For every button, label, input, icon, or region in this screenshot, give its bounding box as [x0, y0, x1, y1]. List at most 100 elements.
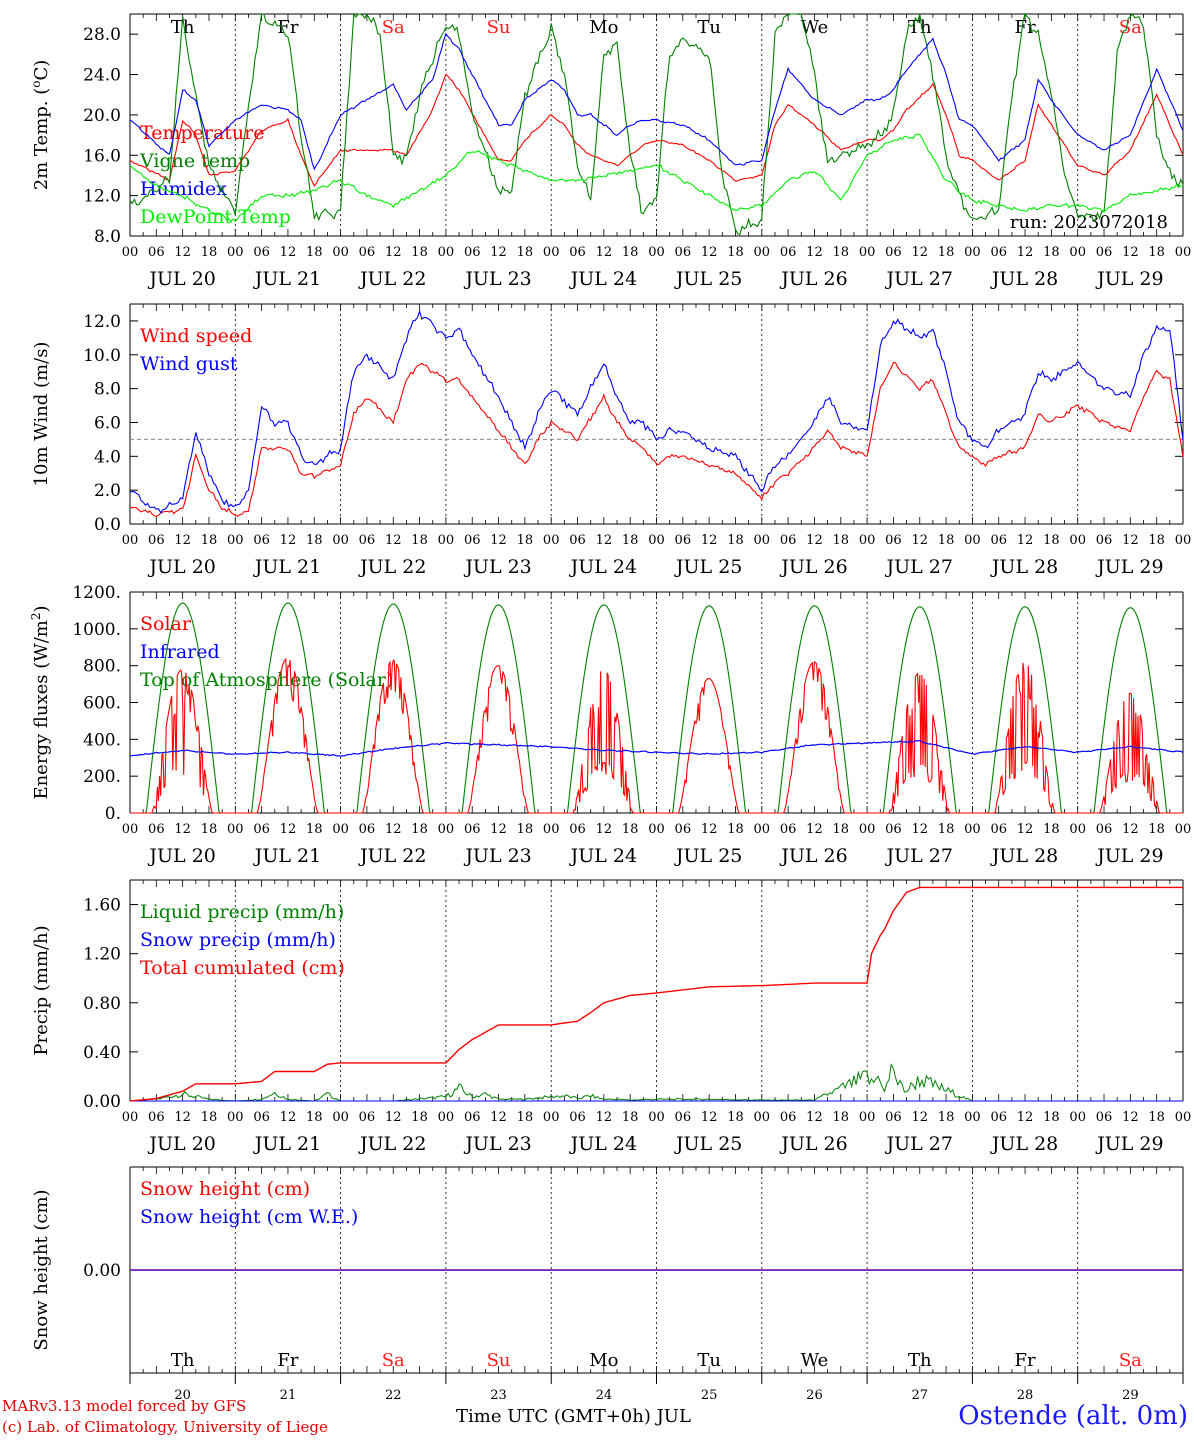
hour-tick-label: 00 [438, 1110, 455, 1125]
hour-tick-label: 00 [438, 533, 455, 548]
legend-entry: Infrared [140, 641, 220, 663]
hour-tick-label: 06 [464, 822, 481, 837]
hour-tick-label: 06 [990, 245, 1007, 260]
hour-tick-label: 06 [253, 245, 270, 260]
day-number-label: 29 [1122, 1388, 1139, 1403]
hour-tick-label: 00 [859, 533, 876, 548]
date-label: JUL 23 [463, 268, 531, 290]
date-label: JUL 23 [463, 556, 531, 578]
hour-tick-label: 12 [490, 533, 507, 548]
day-number-label: 22 [385, 1388, 402, 1403]
hour-tick-label: 12 [174, 533, 191, 548]
date-label: JUL 29 [1095, 556, 1163, 578]
hour-tick-label: 18 [727, 533, 744, 548]
weekday-label-top: Sa [1119, 17, 1142, 38]
date-label: JUL 21 [253, 556, 321, 578]
hour-tick-label: 06 [148, 822, 165, 837]
hour-tick-label: 12 [806, 245, 823, 260]
y-tick-label: 4.0 [94, 447, 121, 467]
weekday-label-top: Fr [277, 17, 298, 38]
hour-tick-label: 00 [859, 1110, 876, 1125]
date-label: JUL 28 [990, 268, 1058, 290]
hour-tick-label: 18 [622, 533, 639, 548]
hour-tick-label: 18 [938, 533, 955, 548]
hour-tick-label: 06 [885, 1110, 902, 1125]
hour-tick-label: 18 [1148, 245, 1165, 260]
day-number-label: 21 [280, 1388, 297, 1403]
y-tick-label: 16.0 [83, 146, 121, 166]
legend-entry: Snow precip (mm/h) [140, 929, 336, 951]
date-label: JUL 26 [779, 556, 847, 578]
hour-tick-label: 12 [806, 1110, 823, 1125]
wind-series-2 [129, 309, 1184, 514]
legend-entry: Snow height (cm) [140, 1178, 310, 1200]
hour-tick-label: 18 [938, 822, 955, 837]
hour-tick-label: 12 [1017, 533, 1034, 548]
hour-tick-label: 06 [780, 1110, 797, 1125]
hour-tick-label: 12 [596, 245, 613, 260]
legend-entry: Wind gust [140, 353, 238, 375]
hour-tick-label: 12 [596, 822, 613, 837]
time-axis-title: Time UTC (GMT+0h) JUL [456, 1406, 691, 1427]
hour-tick-label: 12 [1122, 822, 1139, 837]
hour-tick-label: 12 [174, 245, 191, 260]
y-axis-label: Energy fluxes (W/m2) [29, 605, 52, 799]
hour-tick-label: 06 [148, 1110, 165, 1125]
hour-tick-label: 06 [780, 245, 797, 260]
hour-tick-label: 12 [911, 822, 928, 837]
hour-tick-label: 12 [174, 1110, 191, 1125]
y-tick-label: 12.0 [83, 187, 121, 207]
hour-tick-label: 12 [1017, 245, 1034, 260]
hour-tick-label: 12 [701, 822, 718, 837]
hour-tick-label: 06 [885, 245, 902, 260]
hour-tick-label: 18 [727, 822, 744, 837]
weekday-label-bottom: Sa [382, 1350, 405, 1371]
hour-tick-label: 06 [253, 1110, 270, 1125]
hour-tick-label: 06 [780, 822, 797, 837]
hour-tick-label: 18 [306, 533, 323, 548]
day-number-label: 24 [596, 1388, 613, 1403]
hour-tick-label: 12 [385, 822, 402, 837]
date-label: JUL 25 [674, 1133, 742, 1155]
hour-tick-label: 00 [1175, 822, 1192, 837]
hour-tick-label: 06 [148, 245, 165, 260]
hour-tick-label: 00 [1175, 533, 1192, 548]
hour-tick-label: 18 [411, 533, 428, 548]
y-tick-label: 12.0 [83, 312, 121, 332]
hour-tick-label: 00 [754, 245, 771, 260]
hour-tick-label: 06 [253, 533, 270, 548]
hour-tick-label: 12 [701, 533, 718, 548]
hour-tick-label: 12 [596, 533, 613, 548]
weekday-label-bottom: Su [487, 1350, 511, 1371]
date-label: JUL 25 [674, 268, 742, 290]
hour-tick-label: 06 [675, 533, 692, 548]
date-label: JUL 22 [358, 845, 426, 867]
hour-tick-label: 00 [122, 822, 139, 837]
hour-tick-label: 06 [464, 533, 481, 548]
hour-tick-label: 18 [411, 245, 428, 260]
hour-tick-label: 06 [148, 533, 165, 548]
legend-entry: DewPoint Temp [140, 206, 291, 228]
hour-tick-label: 18 [411, 822, 428, 837]
date-label: JUL 21 [253, 268, 321, 290]
hour-tick-label: 12 [385, 533, 402, 548]
hour-tick-label: 00 [754, 1110, 771, 1125]
hour-tick-label: 00 [543, 822, 560, 837]
hour-tick-label: 00 [964, 533, 981, 548]
hour-tick-label: 18 [833, 533, 850, 548]
hour-tick-label: 12 [806, 533, 823, 548]
date-label: JUL 28 [990, 845, 1058, 867]
hour-tick-label: 18 [833, 822, 850, 837]
hour-tick-label: 12 [490, 245, 507, 260]
hour-tick-label: 00 [227, 245, 244, 260]
wind-series-1 [129, 361, 1184, 517]
hour-tick-label: 00 [543, 245, 560, 260]
day-number-label: 27 [911, 1388, 928, 1403]
weekday-label-bottom: Sa [1119, 1350, 1142, 1371]
y-tick-label: 1.60 [83, 896, 121, 916]
legend-entry: Humidex [140, 178, 227, 200]
weekday-label-bottom: Fr [1015, 1350, 1036, 1371]
date-label: JUL 20 [147, 1133, 215, 1155]
y-tick-label: 20.0 [83, 106, 121, 126]
